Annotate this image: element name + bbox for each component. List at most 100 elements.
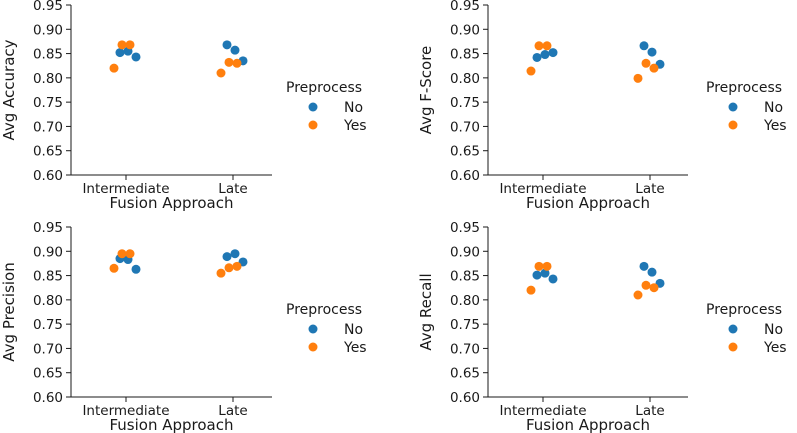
subplot-avg-precision: 0.60 0.65 0.70 0.75 0.80 0.85 0.90 0.95 Intermed… [0,220,367,433]
y-tick-label: 0.60 [450,390,480,406]
point-no-intermediate [548,274,558,284]
point-no-intermediate [115,48,125,58]
y-tick-label: 0.85 [33,47,63,63]
point-no-intermediate [540,50,550,60]
legend-title: Preprocess [706,80,782,96]
point-yes-intermediate [109,63,119,73]
point-yes-intermediate [125,40,135,50]
subplot-avg-accuracy: 0.60 0.65 0.70 0.75 0.80 0.85 0.90 0.95 Intermed… [0,0,367,212]
x-tick-label: Late [218,403,247,419]
x-tick-label: Intermediate [499,403,586,419]
legend: Preprocess No Yes [706,80,787,134]
y-axis-title: Avg Accuracy [0,39,18,140]
point-no-late [230,249,240,259]
point-yes-late [232,261,242,271]
y-tick-label: 0.65 [450,144,480,160]
y-tick-label: 0.70 [450,341,480,357]
y-tick-label: 0.70 [450,119,480,135]
point-no-intermediate [131,52,141,62]
y-tick-label: 0.75 [450,317,480,333]
point-yes-late [641,58,651,68]
y-tick-label: 0.70 [33,341,63,357]
point-yes-late [224,263,234,273]
x-axis-title: Fusion Approach [109,194,233,212]
point-yes-intermediate [526,66,536,76]
point-no-intermediate [532,270,542,280]
legend-marker-yes [728,120,738,130]
point-no-late [647,47,657,57]
legend-label-yes: Yes [763,340,787,356]
x-tick-label: Late [635,181,664,197]
point-yes-late [216,268,226,278]
y-tick-label: 0.80 [33,71,63,87]
subplot-avg-recall: 0.60 0.65 0.70 0.75 0.80 0.85 0.90 0.95 Intermed… [417,220,787,433]
point-yes-intermediate [534,261,544,271]
y-tick-label: 0.60 [33,390,63,406]
legend-label-no: No [344,322,363,338]
point-yes-late [224,57,234,67]
x-tick-label: Intermediate [499,181,586,197]
legend-marker-yes [308,342,318,352]
point-no-late [639,261,649,271]
point-yes-late [649,283,659,293]
legend-marker-yes [308,120,318,130]
point-yes-intermediate [109,263,119,273]
legend: Preprocess No Yes [706,302,787,356]
point-yes-intermediate [534,41,544,51]
point-yes-intermediate [542,41,552,51]
legend-label-yes: Yes [343,340,367,356]
y-tick-label: 0.85 [33,269,63,285]
y-tick-label: 0.95 [33,220,63,236]
legend-label-yes: Yes [343,118,367,134]
point-yes-intermediate [526,285,536,295]
legend-title: Preprocess [286,80,362,96]
x-tick-label: Late [218,181,247,197]
point-yes-late [633,290,643,300]
legend-marker-no [728,102,738,112]
point-yes-intermediate [125,249,135,259]
y-tick-label: 0.65 [33,144,63,160]
legend: Preprocess No Yes [286,80,367,134]
y-tick-label: 0.65 [450,366,480,382]
point-yes-intermediate [117,249,127,259]
y-axis-title: Avg Precision [0,262,18,361]
y-tick-label: 0.85 [450,269,480,285]
y-tick-label: 0.60 [33,168,63,184]
legend-label-no: No [344,100,363,116]
x-axis-title: Fusion Approach [109,416,233,433]
y-axis-title: Avg Recall [417,273,435,350]
point-yes-intermediate [117,40,127,50]
y-tick-label: 0.90 [450,22,480,38]
point-yes-intermediate [542,261,552,271]
x-tick-label: Late [635,403,664,419]
legend-marker-no [728,324,738,334]
point-no-late [230,45,240,55]
y-tick-label: 0.85 [450,47,480,63]
point-no-late [222,252,232,262]
point-yes-late [232,58,242,68]
x-axis-title: Fusion Approach [526,194,650,212]
point-no-late [647,267,657,277]
x-tick-label: Intermediate [82,403,169,419]
y-tick-label: 0.65 [33,366,63,382]
y-tick-label: 0.95 [33,0,63,14]
legend-label-no: No [764,322,783,338]
x-axis-title: Fusion Approach [526,416,650,433]
y-tick-label: 0.80 [450,71,480,87]
point-no-late [222,40,232,50]
legend: Preprocess No Yes [286,302,367,356]
point-yes-late [633,73,643,83]
legend-title: Preprocess [706,302,782,318]
point-yes-late [649,63,659,73]
point-no-late [639,41,649,51]
point-no-intermediate [532,52,542,62]
y-axis-title: Avg F-Score [417,46,435,135]
legend-title: Preprocess [286,302,362,318]
legend-marker-yes [728,342,738,352]
point-no-intermediate [131,264,141,274]
point-yes-late [641,280,651,290]
y-tick-label: 0.95 [450,0,480,14]
legend-label-no: No [764,100,783,116]
legend-marker-no [308,102,318,112]
